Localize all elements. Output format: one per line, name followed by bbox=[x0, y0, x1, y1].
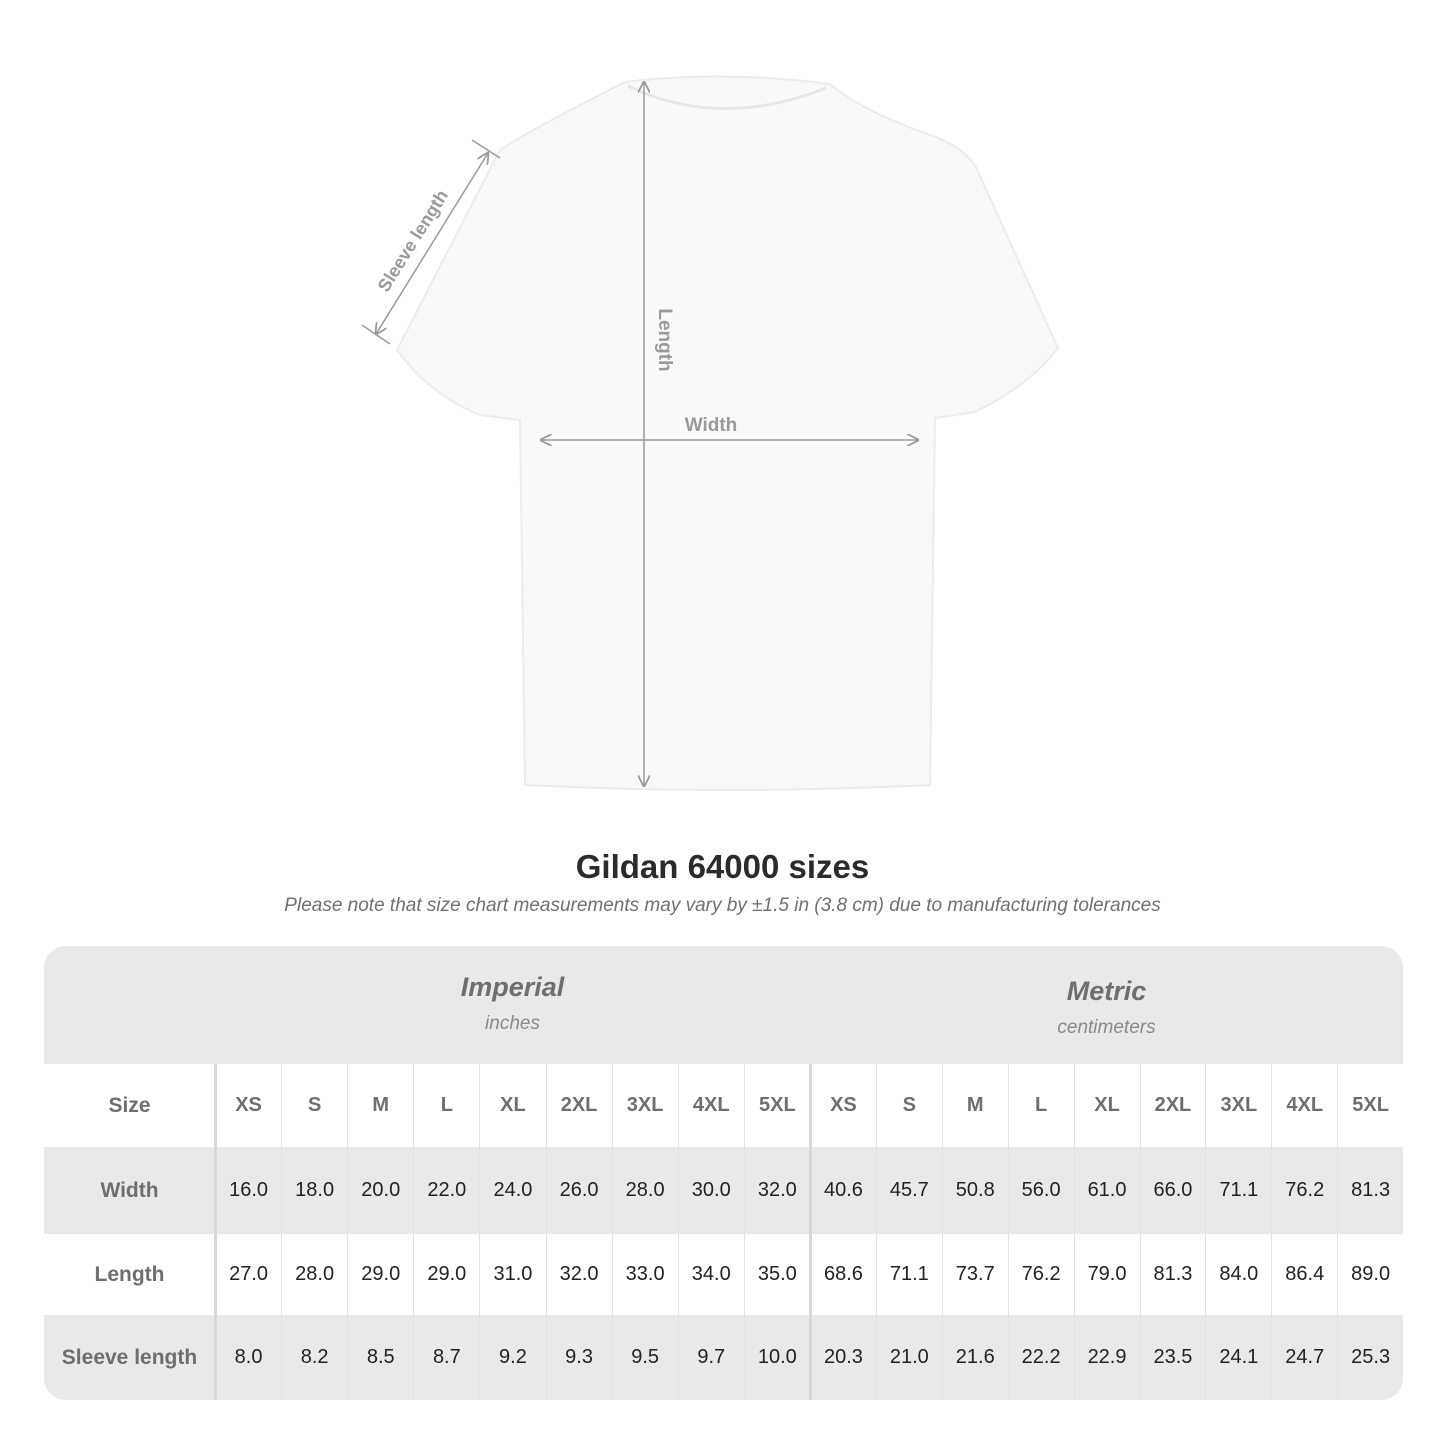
imperial-unit: inches bbox=[485, 1013, 540, 1034]
size-header-cell: 3XL bbox=[611, 1064, 678, 1147]
metric-title: Metric bbox=[1066, 976, 1147, 1006]
table-cell: 8.2 bbox=[281, 1315, 347, 1400]
table-cell: 33.0 bbox=[611, 1234, 678, 1315]
table-cell: 34.0 bbox=[677, 1234, 744, 1315]
table-row: Length 27.0 28.0 29.0 29.0 31.0 32.0 33.0 34.0 35… bbox=[44, 1234, 1403, 1315]
table-cell: 76.2 bbox=[1271, 1147, 1337, 1234]
table-cell: 32.0 bbox=[545, 1234, 612, 1315]
table-cell: 22.9 bbox=[1073, 1315, 1140, 1400]
tshirt-diagram: Sleeve length Length Width bbox=[361, 75, 1060, 791]
size-header-cell: XL bbox=[1073, 1064, 1140, 1147]
table-cell: 20.0 bbox=[347, 1147, 413, 1234]
table-cell: 24.1 bbox=[1205, 1315, 1271, 1400]
table-cell: 84.0 bbox=[1205, 1234, 1271, 1315]
table-cell: 35.0 bbox=[743, 1234, 810, 1315]
table-cell: 71.1 bbox=[1205, 1147, 1271, 1234]
table-cell: 27.0 bbox=[215, 1234, 281, 1315]
table-cell: 9.2 bbox=[479, 1315, 545, 1400]
imperial-header: Imperial inches bbox=[215, 946, 810, 1064]
table-cell: 24.7 bbox=[1271, 1315, 1337, 1400]
table-cell: 9.5 bbox=[611, 1315, 678, 1400]
size-table: Imperial inches Metric centimeters Size X… bbox=[44, 946, 1403, 1400]
table-cell: 8.5 bbox=[347, 1315, 413, 1400]
table-cell: 81.3 bbox=[1139, 1234, 1206, 1315]
table-row: Width 16.0 18.0 20.0 22.0 24.0 26.0 28.0 30.0 32.… bbox=[44, 1147, 1403, 1234]
table-cell: 76.2 bbox=[1007, 1234, 1074, 1315]
row-label: Width bbox=[100, 1178, 159, 1202]
size-header-cell: 4XL bbox=[1271, 1064, 1337, 1147]
table-cell: 29.0 bbox=[347, 1234, 413, 1315]
table-cell: 45.7 bbox=[875, 1147, 942, 1234]
row-label: Length bbox=[94, 1262, 165, 1286]
table-cell: 8.0 bbox=[215, 1315, 281, 1400]
table-cell: 20.3 bbox=[810, 1315, 876, 1400]
table-cell: 10.0 bbox=[743, 1315, 810, 1400]
table-cell: 18.0 bbox=[281, 1147, 347, 1234]
table-cell: 23.5 bbox=[1139, 1315, 1206, 1400]
table-cell: 50.8 bbox=[941, 1147, 1008, 1234]
table-cell: 31.0 bbox=[479, 1234, 545, 1315]
table-cell: 68.6 bbox=[810, 1234, 876, 1315]
tshirt-shape bbox=[395, 75, 1060, 791]
column-divider bbox=[214, 1064, 217, 1400]
chart-title: Gildan 64000 sizes bbox=[575, 848, 870, 885]
table-cell: 28.0 bbox=[281, 1234, 347, 1315]
table-cell: 89.0 bbox=[1337, 1234, 1403, 1315]
length-label: Length bbox=[654, 308, 675, 371]
table-cell: 66.0 bbox=[1139, 1147, 1206, 1234]
size-header-cell: L bbox=[413, 1064, 479, 1147]
size-header-cell: XS bbox=[810, 1064, 876, 1147]
row-label: Sleeve length bbox=[61, 1345, 198, 1369]
size-header-cell: S bbox=[281, 1064, 347, 1147]
table-cell: 86.4 bbox=[1271, 1234, 1337, 1315]
table-cell: 21.6 bbox=[941, 1315, 1008, 1400]
table-cell: 61.0 bbox=[1073, 1147, 1140, 1234]
table-cell: 9.7 bbox=[677, 1315, 744, 1400]
table-cell: 9.3 bbox=[545, 1315, 612, 1400]
size-header-cell: 2XL bbox=[545, 1064, 612, 1147]
table-cell: 24.0 bbox=[479, 1147, 545, 1234]
size-header-cell: L bbox=[1007, 1064, 1074, 1147]
size-header-cell: 2XL bbox=[1139, 1064, 1206, 1147]
table-cell: 26.0 bbox=[545, 1147, 612, 1234]
metric-unit: centimeters bbox=[1057, 1017, 1156, 1038]
size-header-cell: 3XL bbox=[1205, 1064, 1271, 1147]
table-cell: 16.0 bbox=[215, 1147, 281, 1234]
table-cell: 73.7 bbox=[941, 1234, 1008, 1315]
table-cell: 79.0 bbox=[1073, 1234, 1140, 1315]
size-header-row: Size XS S M L XL 2XL 3XL 4XL 5XL XS S M L XL 2XL 3XL 4XL 5… bbox=[44, 1064, 1403, 1147]
table-cell: 30.0 bbox=[677, 1147, 744, 1234]
table-cell: 28.0 bbox=[611, 1147, 678, 1234]
table-cell: 81.3 bbox=[1337, 1147, 1403, 1234]
table-cell: 71.1 bbox=[875, 1234, 942, 1315]
imperial-title: Imperial bbox=[460, 972, 565, 1002]
table-cell: 40.6 bbox=[810, 1147, 876, 1234]
row-label: Size bbox=[108, 1093, 151, 1117]
table-cell: 22.0 bbox=[413, 1147, 479, 1234]
size-header-cell: XS bbox=[215, 1064, 281, 1147]
table-cell: 25.3 bbox=[1337, 1315, 1403, 1400]
table-cell: 22.2 bbox=[1007, 1315, 1074, 1400]
table-cell: 29.0 bbox=[413, 1234, 479, 1315]
table-cell: 8.7 bbox=[413, 1315, 479, 1400]
size-header-cell: M bbox=[347, 1064, 413, 1147]
width-label: Width bbox=[685, 415, 738, 436]
metric-header: Metric centimeters bbox=[810, 946, 1403, 1064]
size-header-cell: 5XL bbox=[1337, 1064, 1403, 1147]
size-header-cell: M bbox=[941, 1064, 1008, 1147]
size-header-cell: 5XL bbox=[743, 1064, 810, 1147]
table-row: Sleeve length 8.0 8.2 8.5 8.7 9.2 9.3 9.5 9.7 10.… bbox=[44, 1315, 1403, 1400]
table-cell: 21.0 bbox=[875, 1315, 942, 1400]
size-header-cell: XL bbox=[479, 1064, 545, 1147]
size-header-cell: S bbox=[875, 1064, 942, 1147]
size-header-cell: 4XL bbox=[677, 1064, 744, 1147]
table-cell: 56.0 bbox=[1007, 1147, 1074, 1234]
table-cell: 32.0 bbox=[743, 1147, 810, 1234]
tolerance-note: Please note that size chart measurements… bbox=[284, 895, 1161, 916]
column-divider bbox=[809, 1064, 812, 1400]
